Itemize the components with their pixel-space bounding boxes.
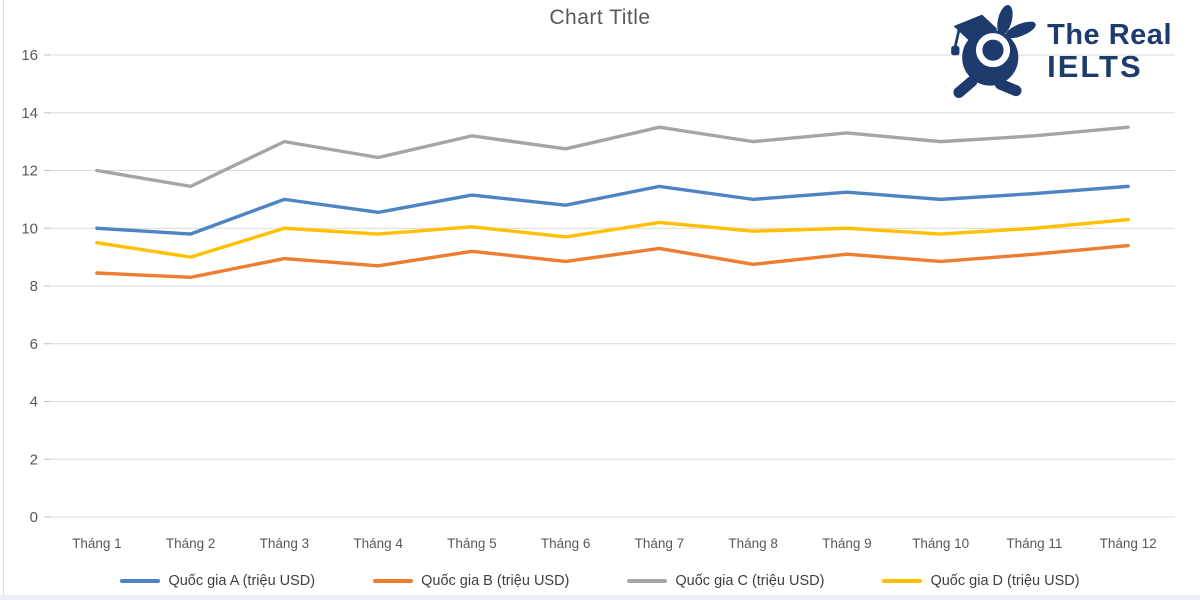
- chart-title: Chart Title: [549, 6, 651, 29]
- series-line-quoc-gia-a-trieu-usd: [95, 184, 1130, 236]
- legend-swatch: [882, 579, 923, 583]
- x-axis-label: Tháng 4: [353, 536, 403, 551]
- x-axis-label: Tháng 8: [728, 536, 778, 551]
- y-axis-tick-label: 2: [30, 451, 38, 468]
- x-axis-label: Tháng 10: [912, 536, 969, 551]
- series-line-quoc-gia-b-trieu-usd: [95, 243, 1130, 280]
- y-axis-tick-label: 14: [21, 105, 38, 122]
- chart-left-border: [3, 0, 4, 600]
- x-axis-label: Tháng 6: [541, 536, 591, 551]
- y-axis-tick-label: 4: [30, 394, 38, 411]
- chart-legend: Quốc gia A (triệu USD) Quốc gia B (triệu …: [0, 566, 1200, 596]
- x-axis-label: Tháng 5: [447, 536, 497, 551]
- y-axis-tick-label: 10: [21, 220, 38, 237]
- line-chart-plot: 0 2 4 6 8 10 12 14 16 Tháng 1 Tháng 2 Tháng 3 Tháng …: [21, 47, 1175, 551]
- legend-label: Quốc gia D (triệu USD): [930, 573, 1080, 589]
- x-axis-label: Tháng 2: [166, 536, 216, 551]
- legend-label: Quốc gia A (triệu USD): [168, 573, 316, 589]
- legend-item-quoc-gia-a-trieu-usd: Quốc gia A (triệu USD): [120, 573, 315, 589]
- legend-swatch: [373, 579, 414, 583]
- logo-text: The Real IELTS: [1047, 21, 1172, 82]
- the-real-ielts-logo: The Real IELTS: [947, 4, 1172, 100]
- legend-item-quoc-gia-c-trieu-usd: Quốc gia C (triệu USD): [627, 573, 824, 589]
- y-axis-tick-label: 16: [21, 47, 38, 64]
- legend-label: Quốc gia C (triệu USD): [675, 573, 825, 589]
- legend-label: Quốc gia B (triệu USD): [421, 573, 570, 589]
- legend-item-quoc-gia-d-trieu-usd: Quốc gia D (triệu USD): [882, 573, 1080, 589]
- logo-line1: The Real: [1047, 19, 1172, 52]
- y-axis-tick-label: 12: [21, 163, 38, 180]
- chart-bottom-border: [0, 595, 1200, 600]
- x-axis-label: Tháng 3: [260, 536, 310, 551]
- series-line-quoc-gia-c-trieu-usd: [95, 125, 1130, 189]
- y-axis-tick-label: 6: [30, 336, 38, 353]
- x-axis-label: Tháng 12: [1100, 536, 1157, 551]
- x-axis-label: Tháng 9: [822, 536, 872, 551]
- legend-swatch: [627, 579, 668, 583]
- y-axis-tick-label: 8: [30, 278, 38, 295]
- series-line-quoc-gia-d-trieu-usd: [95, 217, 1130, 259]
- x-axis-label: Tháng 11: [1006, 536, 1062, 551]
- x-axis-label: Tháng 7: [635, 536, 685, 551]
- legend-swatch: [120, 579, 161, 583]
- rabbit-graduate-icon: [951, 4, 1036, 98]
- legend-item-quoc-gia-b-trieu-usd: Quốc gia B (triệu USD): [373, 573, 569, 589]
- x-axis-label: Tháng 1: [72, 536, 122, 551]
- logo-line2: IELTS: [1047, 48, 1143, 84]
- y-axis-tick-label: 0: [30, 509, 38, 526]
